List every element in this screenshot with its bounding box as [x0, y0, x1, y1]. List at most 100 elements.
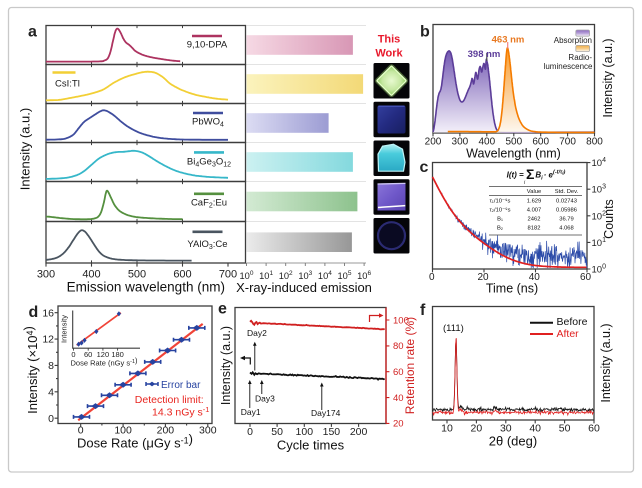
svg-text:100: 100 — [393, 315, 409, 326]
svg-text:Wavelength (nm): Wavelength (nm) — [466, 147, 561, 161]
svg-text:102: 102 — [279, 270, 293, 281]
svg-text:60: 60 — [393, 367, 404, 378]
svg-text:CaF2:Eu: CaF2:Eu — [191, 198, 227, 210]
svg-text:400: 400 — [478, 137, 495, 148]
svg-text:τ₁/10⁻⁹s: τ₁/10⁻⁹s — [490, 198, 511, 205]
svg-text:300: 300 — [452, 137, 469, 148]
svg-text:800: 800 — [586, 137, 603, 148]
svg-text:106: 106 — [357, 270, 371, 281]
svg-text:Dose Rate (nGy s-1): Dose Rate (nGy s-1) — [71, 356, 139, 368]
svg-text:luminescence: luminescence — [544, 62, 593, 71]
svg-text:a: a — [28, 24, 37, 41]
svg-text:(111): (111) — [443, 323, 464, 334]
svg-text:120: 120 — [97, 350, 110, 359]
svg-text:0: 0 — [71, 350, 75, 359]
svg-text:Intensity (a.u.): Intensity (a.u.) — [219, 326, 233, 405]
svg-text:2θ (deg): 2θ (deg) — [489, 434, 537, 449]
svg-text:600: 600 — [173, 269, 191, 281]
svg-text:0.05986: 0.05986 — [556, 208, 577, 214]
svg-text:60: 60 — [588, 423, 600, 435]
svg-text:i: i — [524, 180, 526, 186]
svg-text:0.02743: 0.02743 — [556, 199, 577, 205]
svg-text:8: 8 — [48, 360, 54, 372]
svg-text:0: 0 — [78, 425, 84, 437]
svg-text:YAlO3:Ce: YAlO3:Ce — [187, 239, 227, 251]
svg-text:This: This — [378, 34, 401, 46]
svg-text:Retention rate (%): Retention rate (%) — [403, 317, 417, 414]
svg-text:X-ray-induced emission: X-ray-induced emission — [236, 280, 372, 295]
svg-text:200: 200 — [425, 137, 442, 148]
svg-text:Day174: Day174 — [311, 408, 341, 418]
svg-text:b: b — [420, 24, 430, 41]
svg-text:500: 500 — [505, 137, 522, 148]
svg-text:300: 300 — [37, 269, 55, 281]
svg-text:Radio-: Radio- — [568, 53, 592, 62]
svg-text:I(t) = ΣBi· e(-t/τi): I(t) = ΣBi· e(-t/τi) — [507, 166, 566, 182]
svg-text:Intensity (a.u.): Intensity (a.u.) — [599, 323, 613, 402]
svg-text:0: 0 — [48, 413, 54, 425]
svg-text:60: 60 — [580, 272, 592, 283]
svg-text:τ₂/10⁻⁹s: τ₂/10⁻⁹s — [489, 207, 510, 214]
svg-text:0: 0 — [247, 426, 253, 438]
svg-text:100: 100 — [240, 270, 254, 281]
svg-text:500: 500 — [128, 269, 146, 281]
svg-text:50: 50 — [271, 426, 283, 438]
svg-text:50: 50 — [559, 423, 571, 435]
svg-text:16: 16 — [42, 307, 54, 319]
svg-text:10: 10 — [441, 423, 453, 435]
svg-text:398 nm: 398 nm — [468, 49, 501, 60]
svg-text:80: 80 — [393, 341, 404, 352]
svg-text:200: 200 — [350, 426, 368, 438]
svg-text:Intensity: Intensity — [60, 315, 69, 343]
svg-text:c: c — [420, 159, 429, 176]
svg-text:Day1: Day1 — [241, 407, 261, 417]
svg-text:105: 105 — [338, 270, 352, 281]
svg-text:150: 150 — [323, 426, 341, 438]
svg-text:After: After — [557, 328, 580, 340]
svg-text:20: 20 — [471, 423, 483, 435]
svg-text:20: 20 — [393, 419, 404, 430]
svg-text:700: 700 — [559, 137, 576, 148]
svg-text:Intensity (a.u.): Intensity (a.u.) — [601, 38, 615, 117]
svg-text:300: 300 — [199, 425, 217, 437]
svg-text:100: 100 — [296, 426, 314, 438]
svg-text:Dose Rate (μGy s-1): Dose Rate (μGy s-1) — [77, 432, 193, 451]
svg-text:600: 600 — [532, 137, 549, 148]
svg-text:4: 4 — [48, 386, 54, 398]
svg-text:PbWO4: PbWO4 — [192, 117, 224, 129]
svg-text:CsI:Tl: CsI:Tl — [55, 79, 80, 90]
svg-text:12: 12 — [42, 334, 54, 346]
svg-text:Day2: Day2 — [247, 328, 267, 338]
svg-text:101: 101 — [259, 270, 273, 281]
svg-text:Std. Dev.: Std. Dev. — [555, 189, 579, 195]
svg-text:Intensity (×104): Intensity (×104) — [21, 326, 40, 414]
svg-text:36.79: 36.79 — [559, 217, 574, 223]
svg-text:Time (ns): Time (ns) — [486, 282, 538, 296]
svg-text:463 nm: 463 nm — [492, 35, 525, 46]
svg-text:103: 103 — [298, 270, 312, 281]
svg-text:4.007: 4.007 — [527, 208, 542, 214]
svg-text:Value: Value — [527, 189, 541, 195]
svg-text:B₂: B₂ — [497, 226, 503, 232]
svg-text:Emission wavelength (nm): Emission wavelength (nm) — [67, 280, 225, 295]
svg-text:700: 700 — [219, 269, 237, 281]
svg-text:Before: Before — [557, 316, 588, 328]
svg-text:9,10-DPA: 9,10-DPA — [187, 40, 228, 51]
svg-text:30: 30 — [500, 423, 512, 435]
svg-text:400: 400 — [82, 269, 100, 281]
svg-text:d: d — [29, 304, 39, 321]
svg-text:0: 0 — [429, 272, 435, 283]
svg-text:40: 40 — [529, 272, 541, 283]
svg-text:8182: 8182 — [528, 226, 541, 232]
svg-text:14.3 nGy s-1: 14.3 nGy s-1 — [152, 405, 209, 419]
svg-text:Detection limit:: Detection limit: — [135, 394, 204, 406]
svg-text:Intensity (a.u.): Intensity (a.u.) — [18, 108, 33, 190]
svg-text:e: e — [218, 301, 227, 318]
svg-text:4.068: 4.068 — [559, 226, 574, 232]
svg-text:Work: Work — [375, 48, 403, 60]
svg-text:40: 40 — [529, 423, 541, 435]
svg-text:2462: 2462 — [528, 217, 541, 223]
svg-text:Cycle times: Cycle times — [277, 438, 345, 453]
svg-text:104: 104 — [318, 270, 332, 281]
svg-text:Error bar: Error bar — [161, 380, 201, 391]
